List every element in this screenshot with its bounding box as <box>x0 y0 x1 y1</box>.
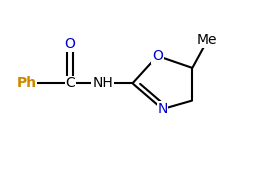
Text: O: O <box>65 37 75 51</box>
Text: Ph: Ph <box>16 76 36 90</box>
Text: NH: NH <box>92 76 113 90</box>
Text: O: O <box>151 49 162 63</box>
Text: N: N <box>157 102 167 116</box>
Text: Me: Me <box>196 33 217 47</box>
Text: C: C <box>65 76 75 90</box>
